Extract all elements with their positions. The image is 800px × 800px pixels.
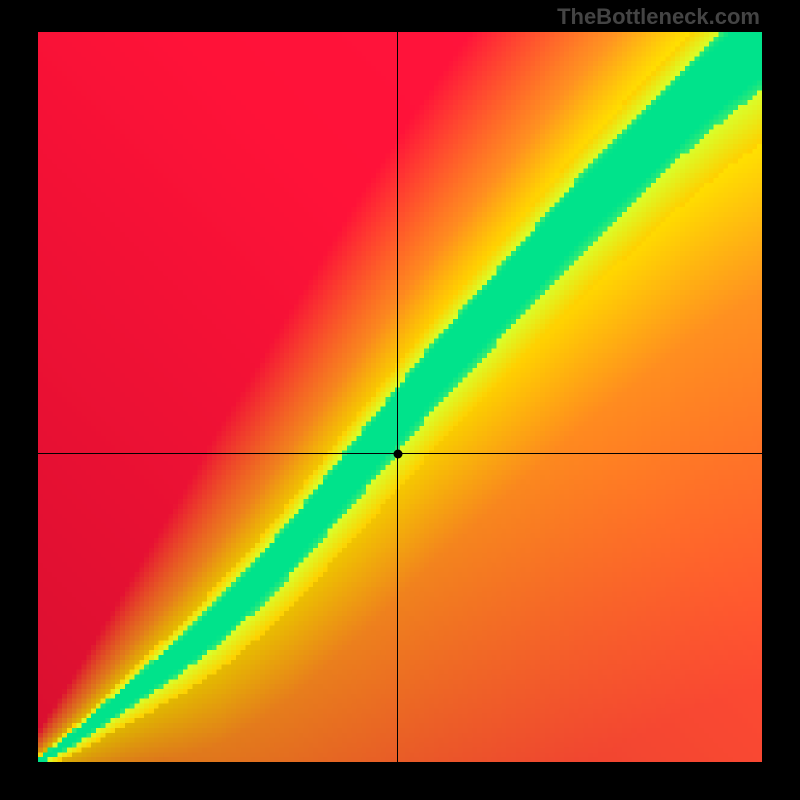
chart-container: TheBottleneck.com bbox=[0, 0, 800, 800]
watermark-text: TheBottleneck.com bbox=[557, 4, 760, 30]
selection-marker bbox=[393, 449, 402, 458]
bottleneck-heatmap bbox=[38, 32, 762, 762]
crosshair-vertical bbox=[397, 32, 398, 762]
